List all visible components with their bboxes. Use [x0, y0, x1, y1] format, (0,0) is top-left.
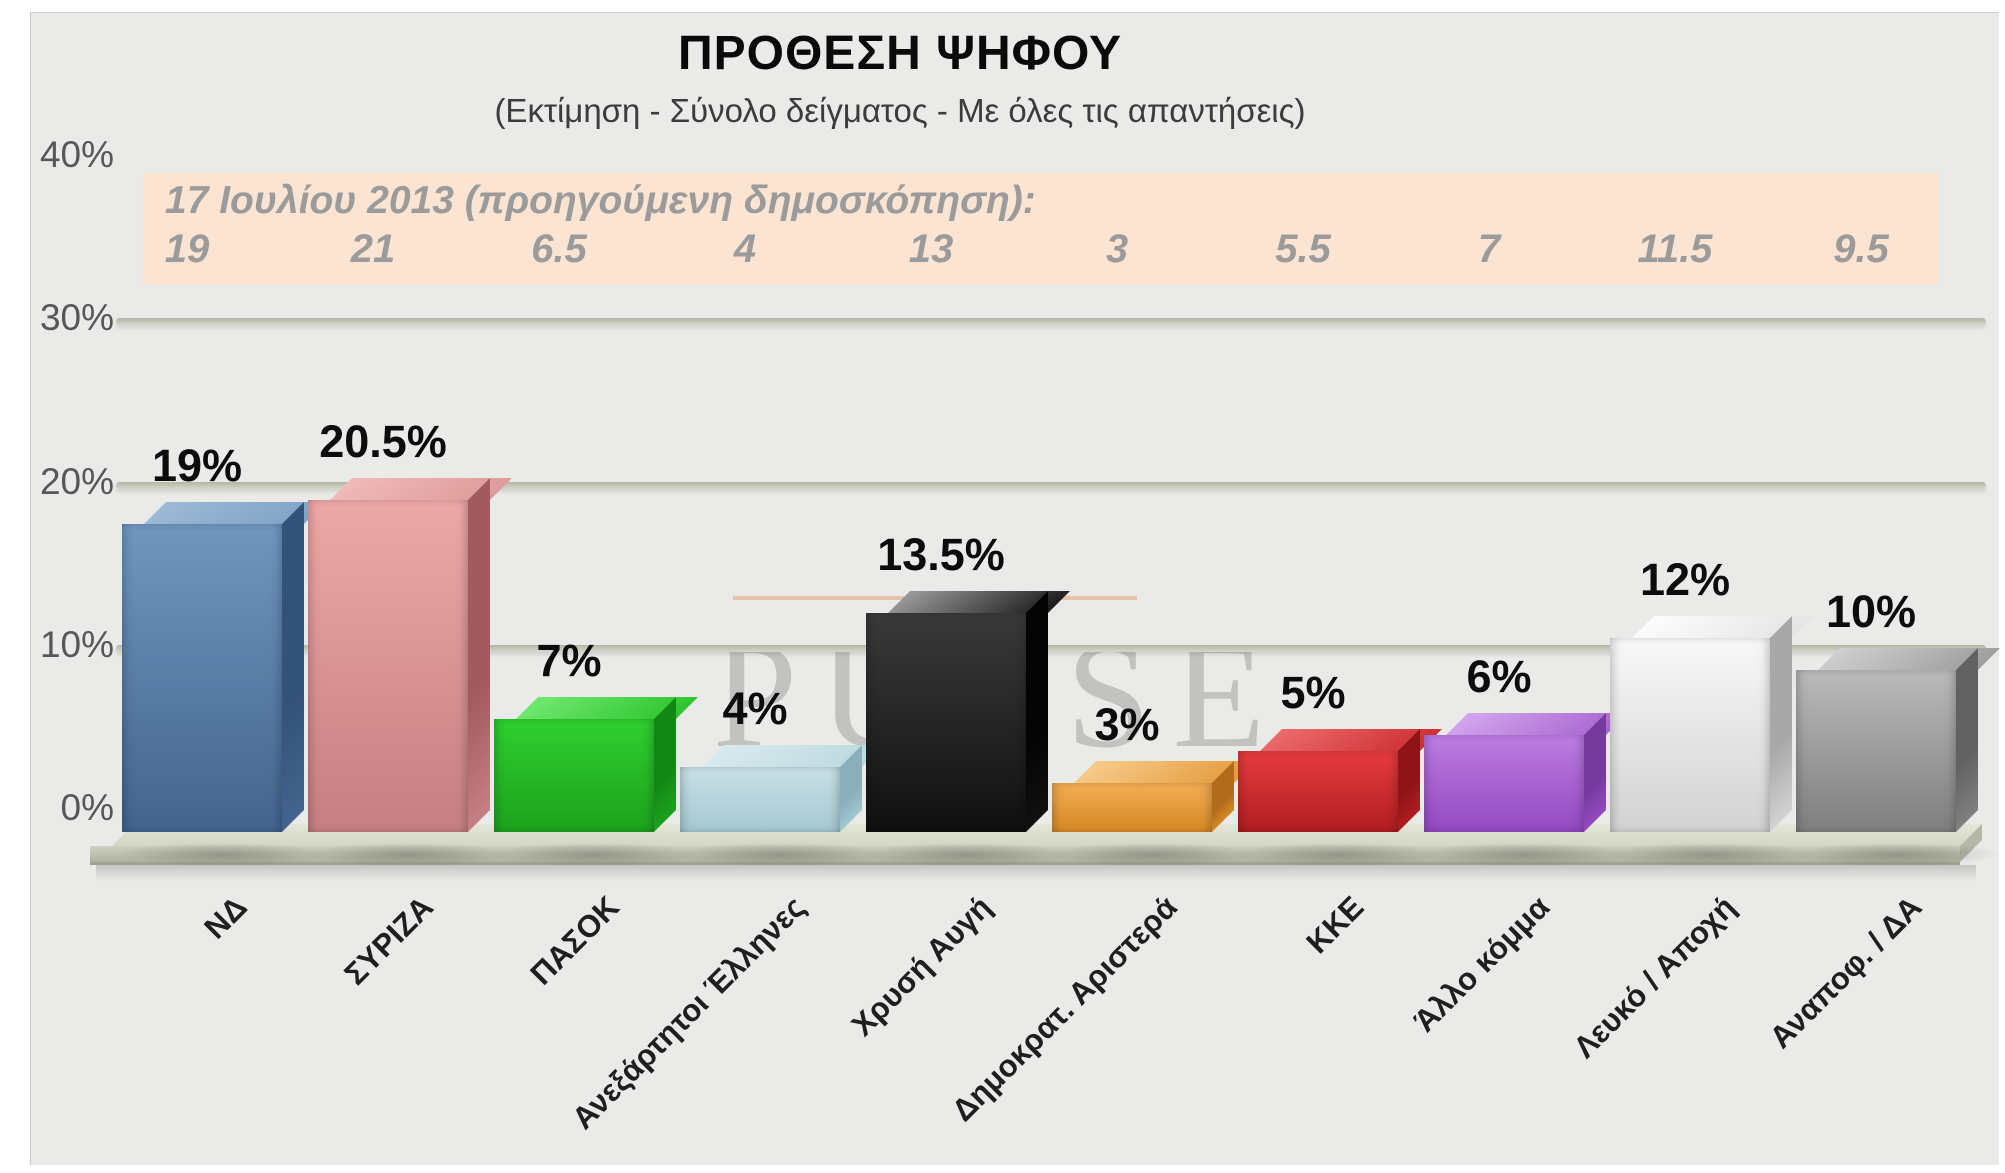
previous-value: 7 [1477, 227, 1501, 271]
bar-front-face [308, 500, 468, 832]
previous-value: 6.5 [531, 227, 587, 271]
bar-front-face [1052, 783, 1212, 832]
previous-value: 21 [350, 227, 396, 271]
bar-value-label: 5% [1280, 667, 1346, 718]
previous-value: 3 [1105, 227, 1129, 271]
floor-platform-shadow [96, 865, 1976, 881]
previous-poll-banner: 17 Ιουλίου 2013 (προηγούμενη δημοσκόπηση… [143, 173, 1938, 285]
previous-value: 9.5 [1833, 227, 1889, 271]
bar-value-label: 4% [722, 683, 788, 734]
y-axis-tick-40%: 40% [39, 134, 114, 175]
bar-side-face [1956, 648, 1978, 832]
previous-value: 19 [164, 227, 210, 271]
bar-front-face [1796, 670, 1956, 832]
y-axis-tick-10%: 10% [39, 624, 114, 665]
floor-platform-front [90, 846, 1960, 865]
bar-shadow [1044, 842, 1260, 866]
bar-value-label: 12% [1639, 554, 1731, 605]
bar-shadow [300, 842, 516, 866]
bar-side-face [1770, 616, 1792, 832]
bar-shadow [486, 842, 702, 866]
bar-front-face [1424, 735, 1584, 832]
bar-front-face [866, 613, 1026, 832]
previous-value: 5.5 [1275, 227, 1331, 271]
bar-front-face [494, 719, 654, 832]
bar-shadow [1602, 842, 1818, 866]
bar-shadow [858, 842, 1074, 866]
previous-poll-date-label: 17 Ιουλίου 2013 (προηγούμενη δημοσκόπηση… [165, 179, 1036, 222]
y-axis-tick-20%: 20% [39, 461, 114, 502]
previous-value: 4 [733, 227, 757, 271]
bar-front-face [122, 524, 282, 832]
bar-front-face [1610, 638, 1770, 832]
bar-value-label: 6% [1466, 651, 1532, 702]
bar-front-face [1238, 751, 1398, 832]
bar-front-face [680, 767, 840, 832]
bar-shadow [1416, 842, 1632, 866]
chart-title: ΠΡΟΘΕΣΗ ΨΗΦΟΥ [677, 27, 1123, 80]
bar-shadow [672, 842, 888, 866]
y-axis-tick-0%: 0% [60, 787, 114, 828]
bar-value-label: 13.5% [877, 529, 1005, 580]
previous-value: 13 [908, 227, 954, 271]
gridline-20% [116, 482, 1986, 489]
bar-side-face [282, 502, 304, 832]
gridline-30% [116, 318, 1986, 325]
chart-subtitle: (Εκτίμηση - Σύνολο δείγματος - Με όλες τ… [494, 92, 1306, 129]
bar-shadow [114, 842, 330, 866]
bar-value-label: 20.5% [319, 416, 447, 467]
bar-value-label: 3% [1094, 699, 1160, 750]
previous-value: 11.5 [1637, 227, 1713, 271]
y-axis-tick-30%: 30% [39, 297, 114, 338]
bar-shadow [1788, 842, 2004, 866]
bar-value-label: 7% [536, 635, 602, 686]
bar-value-label: 19% [151, 440, 243, 491]
bar-shadow [1230, 842, 1446, 866]
bar-value-label: 10% [1825, 586, 1917, 637]
gridline-10% [116, 645, 1986, 652]
